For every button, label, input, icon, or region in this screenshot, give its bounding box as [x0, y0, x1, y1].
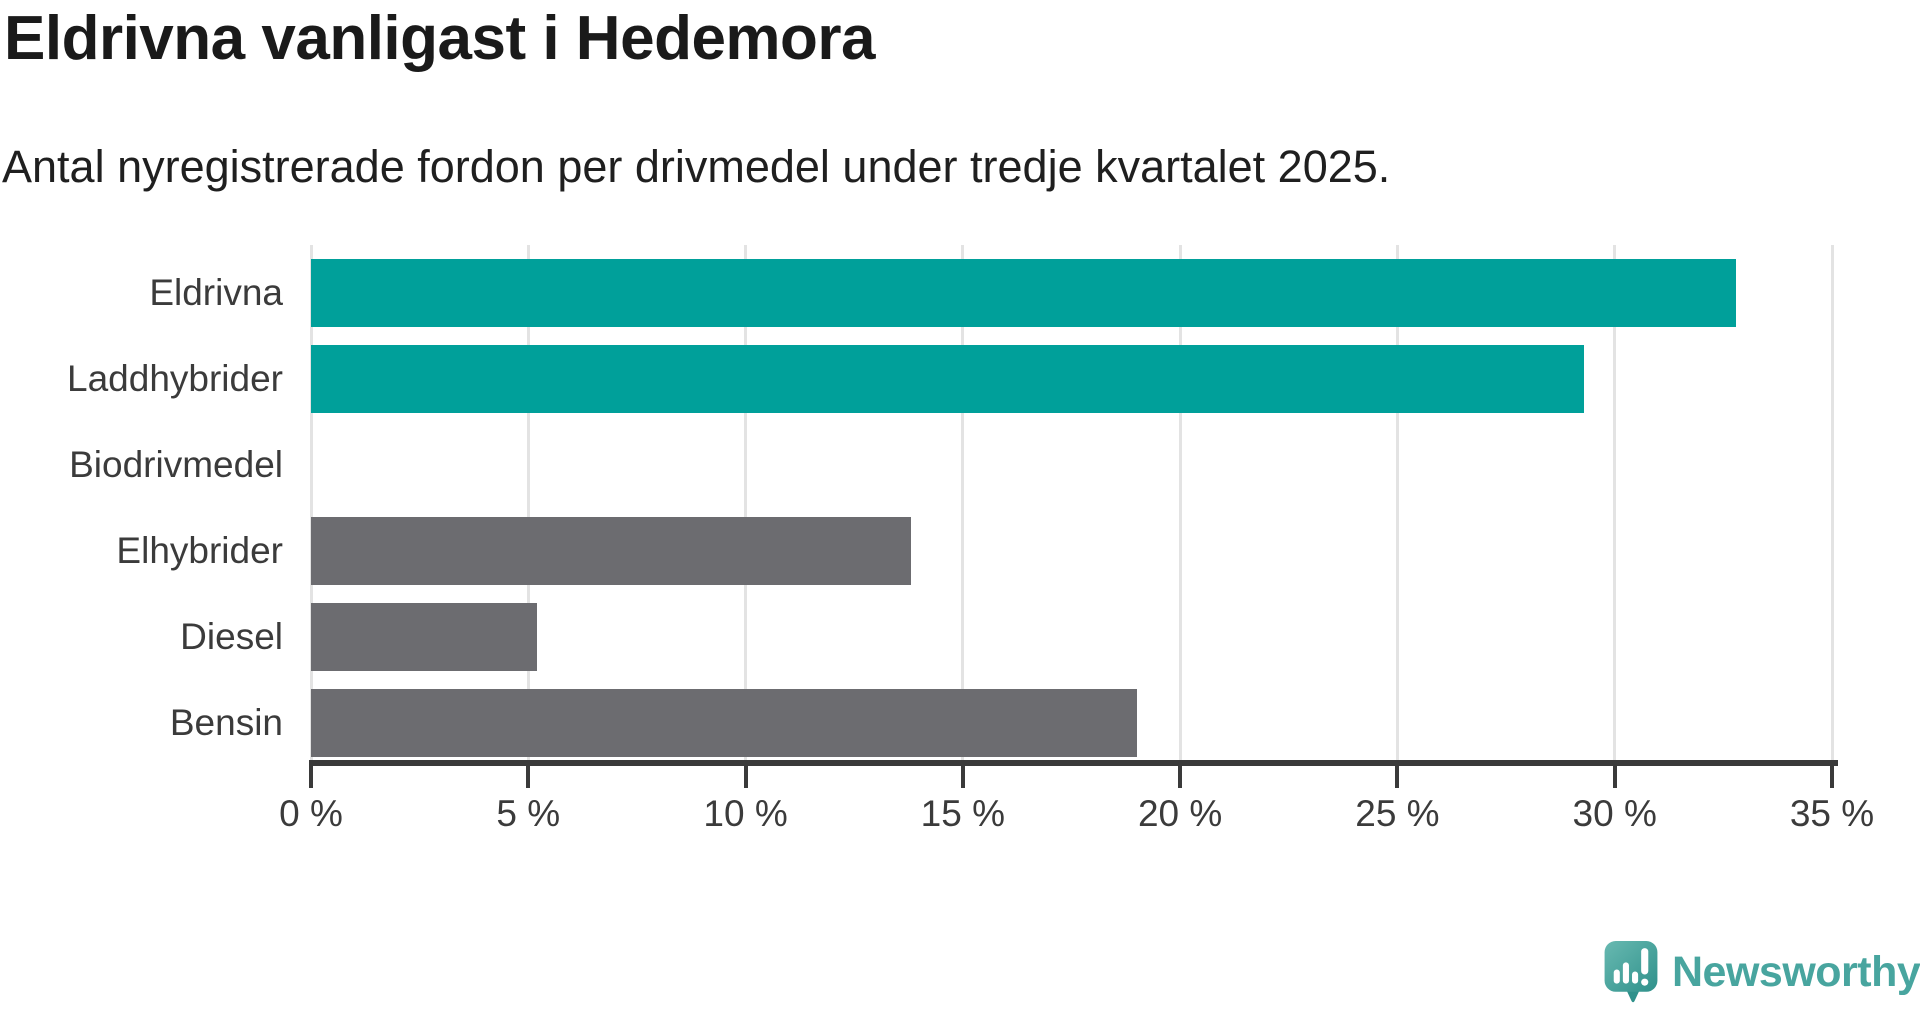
category-label-biodrivmedel: Biodrivmedel: [69, 444, 283, 485]
x-axis-tick-10: [743, 766, 748, 788]
gridline-25: [1395, 245, 1399, 760]
gridline-5: [526, 245, 530, 760]
x-tick-label: 0 %: [279, 793, 343, 834]
gridline-15: [961, 245, 965, 760]
gridline-0: [309, 245, 313, 760]
x-axis-tick-20: [1178, 766, 1183, 788]
x-tick-label: 30 %: [1572, 793, 1657, 834]
bar-eldrivna: [311, 259, 1737, 327]
gridline-20: [1178, 245, 1182, 760]
bar-diesel: [311, 603, 537, 671]
x-axis-tick-15: [960, 766, 965, 788]
x-tick-label: 35 %: [1789, 793, 1875, 834]
x-axis-tick-0: [309, 766, 313, 788]
newsworthy-logo-icon: [1604, 940, 1658, 1002]
x-tick-label: 15 %: [920, 793, 1006, 834]
gridline-30: [1613, 245, 1617, 760]
bar-laddhybrider: [311, 345, 1585, 413]
category-label-bensin: Bensin: [169, 702, 283, 743]
gridline-10: [744, 245, 748, 760]
x-tick-label: 10 %: [703, 793, 788, 834]
x-axis-tick-35: [1830, 766, 1834, 788]
x-tick-label: 20 %: [1137, 793, 1223, 834]
category-label-elhybrider: Elhybrider: [116, 530, 283, 571]
chart-subtitle: Antal nyregistrerade fordon per drivmede…: [2, 141, 1391, 192]
chart-title: Eldrivna vanligast i Hedemora: [4, 4, 876, 73]
x-tick-label: 25 %: [1355, 793, 1440, 834]
x-tick-label: 5 %: [496, 793, 561, 834]
bar-elhybrider: [311, 517, 911, 585]
newsworthy-brand-text: Newsworthy: [1672, 947, 1920, 996]
x-axis-tick-25: [1395, 766, 1400, 788]
bar-bensin: [311, 689, 1137, 757]
gridline-35: [1830, 245, 1834, 760]
category-label-diesel: Diesel: [180, 616, 283, 657]
category-label-laddhybrider: Laddhybrider: [67, 358, 283, 399]
x-axis-tick-30: [1612, 766, 1617, 788]
x-axis-tick-5: [526, 766, 531, 788]
newsworthy-logo: Newsworthy: [1604, 940, 1920, 1002]
category-label-eldrivna: Eldrivna: [149, 272, 283, 313]
x-axis-line: [309, 760, 1838, 766]
